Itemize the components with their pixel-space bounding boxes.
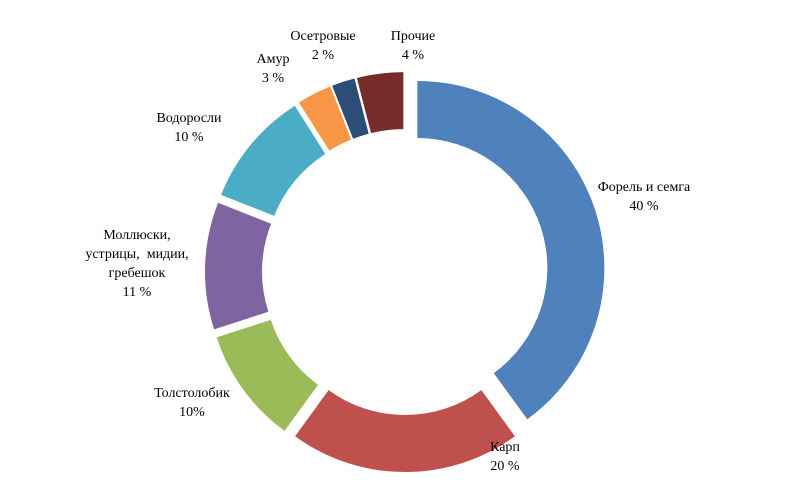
slice-label-4-line-0: Водоросли bbox=[156, 111, 222, 126]
slice-2 bbox=[216, 319, 319, 431]
slice-label-7-line-1: 4 % bbox=[402, 48, 425, 63]
slice-label-3: Моллюски, устрицы, мидии, гребешок 11 % bbox=[85, 228, 188, 300]
slice-label-0-line-0: Форель и семга bbox=[598, 180, 691, 195]
slice-label-6-line-1: 2 % bbox=[312, 48, 335, 63]
slice-label-7-line-0: Прочие bbox=[391, 29, 436, 44]
slice-label-3-line-2: гребешок bbox=[109, 266, 166, 281]
slice-7 bbox=[356, 72, 404, 134]
slice-0 bbox=[417, 80, 605, 420]
slice-label-5: Амур 3 % bbox=[257, 52, 290, 86]
slice-label-7: Прочие 4 % bbox=[391, 29, 436, 63]
slice-5 bbox=[298, 86, 352, 151]
slice-1 bbox=[295, 390, 515, 472]
slice-3 bbox=[205, 202, 272, 330]
slice-label-1-line-0: Карп bbox=[490, 440, 520, 455]
slice-label-6: Осетровые 2 % bbox=[290, 29, 355, 63]
slice-label-3-line-0: Моллюски, bbox=[103, 228, 170, 243]
slice-label-1: Карп 20 % bbox=[490, 440, 520, 474]
slices-group bbox=[205, 72, 605, 472]
slice-label-0-line-1: 40 % bbox=[629, 199, 659, 214]
slice-label-4-line-1: 10 % bbox=[174, 130, 204, 145]
slice-4 bbox=[221, 105, 326, 216]
slice-label-5-line-0: Амур bbox=[257, 52, 290, 67]
slice-label-5-line-1: 3 % bbox=[262, 71, 285, 86]
slice-6 bbox=[332, 78, 369, 139]
labels-group: Форель и семга 40 % Карп 20 % Толстолобик 10%… bbox=[85, 29, 691, 474]
slice-label-2-line-0: Толстолобик bbox=[154, 386, 230, 401]
slice-label-1-line-1: 20 % bbox=[490, 459, 520, 474]
slice-label-2: Толстолобик 10% bbox=[154, 386, 230, 420]
slice-label-2-line-1: 10% bbox=[179, 405, 205, 420]
slice-label-0: Форель и семга 40 % bbox=[598, 180, 691, 214]
slice-label-6-line-0: Осетровые bbox=[290, 29, 355, 44]
slice-label-4: Водоросли 10 % bbox=[156, 111, 222, 145]
slice-label-3-line-3: 11 % bbox=[123, 285, 152, 300]
slice-label-3-line-1: устрицы, мидии, bbox=[85, 247, 188, 262]
